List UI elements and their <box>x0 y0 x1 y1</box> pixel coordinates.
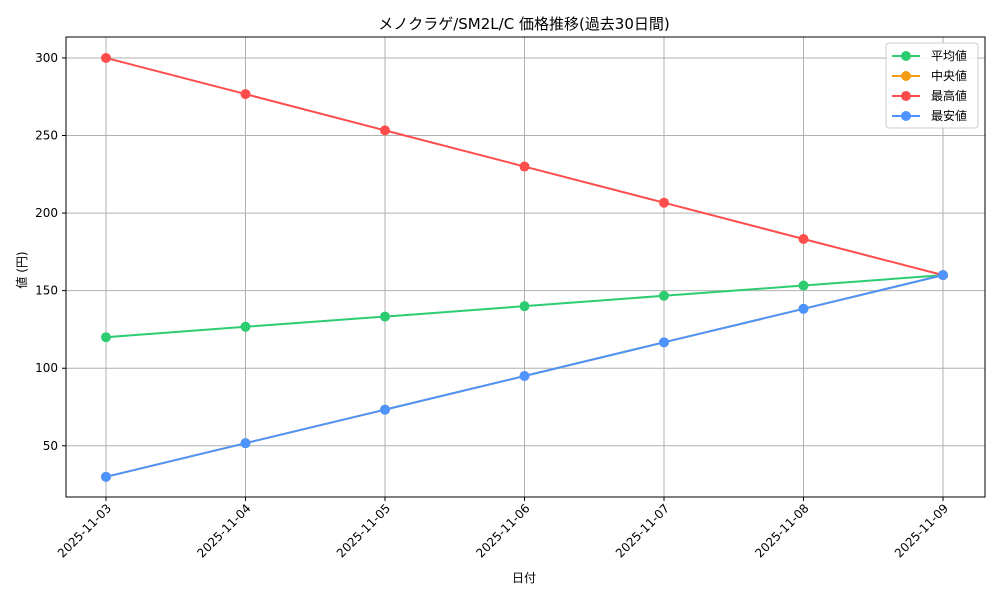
data-point <box>380 125 390 136</box>
data-point <box>380 404 390 415</box>
plot-area-frame <box>65 36 986 498</box>
data-point <box>798 303 809 314</box>
data-point <box>380 311 390 322</box>
x-tick-label: 2025-11-08 <box>752 501 811 560</box>
x-tick-label: 2025-11-06 <box>473 501 532 560</box>
y-tick-label: 300 <box>35 51 58 65</box>
legend-marker <box>901 111 911 121</box>
data-point <box>938 270 948 281</box>
data-point <box>519 370 530 381</box>
y-tick-label: 100 <box>35 361 58 375</box>
data-point <box>798 233 809 244</box>
data-point <box>798 280 809 291</box>
series-group <box>101 52 948 482</box>
y-tick-label: 200 <box>35 206 58 220</box>
grid-lines <box>66 37 985 497</box>
data-point <box>101 52 111 63</box>
data-point <box>240 438 251 449</box>
data-point <box>519 301 530 312</box>
x-tick-label: 2025-11-07 <box>613 501 672 560</box>
x-tick-label: 2025-11-03 <box>55 501 114 560</box>
data-point <box>101 332 111 343</box>
y-tick-label: 50 <box>43 439 58 453</box>
y-tick-label: 250 <box>35 129 58 143</box>
data-point <box>659 197 669 208</box>
legend-box <box>885 42 979 129</box>
data-point <box>240 321 251 332</box>
x-tick-label: 2025-11-09 <box>892 501 951 560</box>
legend-marker <box>901 91 911 101</box>
x-tick-label: 2025-11-05 <box>334 501 393 560</box>
x-tick-label: 2025-11-04 <box>194 501 253 560</box>
legend-marker <box>901 71 911 81</box>
data-point <box>240 89 251 100</box>
data-point <box>659 290 669 301</box>
x-axis-ticks: 2025-11-03 2025-11-04 2025-11-05 2025-11-06… <box>55 497 951 560</box>
data-point <box>519 161 530 172</box>
y-tick-label: 150 <box>35 284 58 298</box>
legend-marker <box>901 51 911 61</box>
data-point <box>101 471 111 482</box>
legend-label: 最安値 <box>931 108 967 123</box>
legend-label: 平均値 <box>931 48 967 63</box>
legend-label: 最高値 <box>931 88 967 103</box>
series-3 <box>101 270 948 482</box>
x-axis-label: 日付 <box>512 571 536 585</box>
y-axis-ticks: 50 100 150 200 250 300 <box>35 51 66 453</box>
legend-label: 中央値 <box>931 68 967 83</box>
y-axis-label: 値 (円) <box>14 251 29 288</box>
chart-title: メノクラゲ/SM2L/C 価格推移(過去30日間) <box>378 15 670 33</box>
data-point <box>659 337 669 348</box>
